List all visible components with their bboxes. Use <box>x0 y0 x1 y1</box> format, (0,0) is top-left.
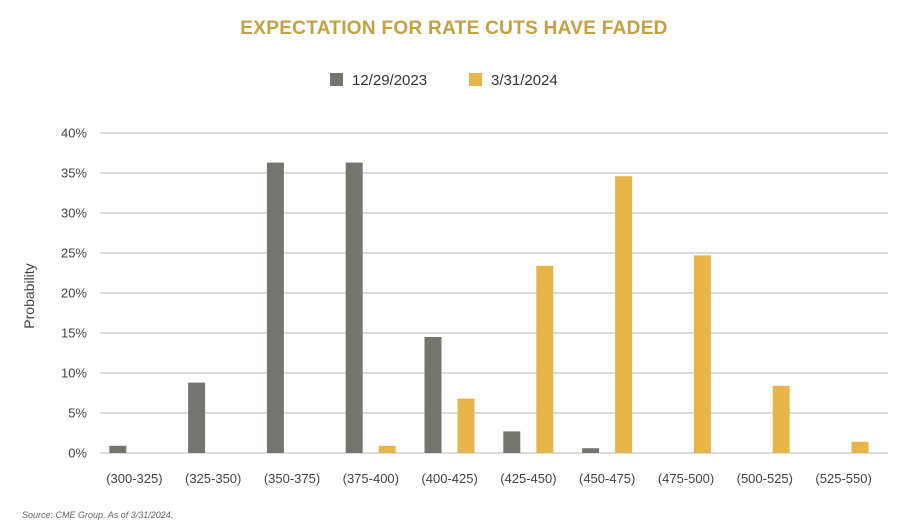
y-tick-label: 5% <box>68 406 87 421</box>
bar-2-9 <box>851 441 869 453</box>
bar-1-0 <box>109 445 127 453</box>
x-tick-label: (500-525) <box>737 471 793 486</box>
y-tick-label: 20% <box>61 286 87 301</box>
legend-swatch-1 <box>330 73 343 86</box>
x-tick-label: (450-475) <box>579 471 635 486</box>
bar-1-4 <box>424 337 442 453</box>
legend: 12/29/2023 3/31/2024 <box>330 72 558 89</box>
bar-1-6 <box>582 448 600 453</box>
source-note: Source: CME Group. As of 3/31/2024. <box>22 510 173 520</box>
bar-2-7 <box>693 255 711 453</box>
x-tick-label: (325-350) <box>185 471 241 486</box>
y-tick-label: 15% <box>61 326 87 341</box>
legend-label-2: 3/31/2024 <box>491 72 558 89</box>
y-ticks: 0% 5% 10% 15% 20% 25% 30% 35% 40% <box>61 126 87 461</box>
grid <box>100 132 888 454</box>
y-tick-label: 10% <box>61 366 87 381</box>
y-tick-label: 25% <box>61 246 87 261</box>
y-axis-label: Probability <box>21 263 37 328</box>
bar-1-2 <box>266 162 284 453</box>
y-tick-label: 35% <box>61 166 87 181</box>
legend-swatch-2 <box>469 73 482 86</box>
chart-title: EXPECTATION FOR RATE CUTS HAVE FADED <box>240 18 667 39</box>
bar-1-1 <box>188 382 206 453</box>
x-tick-label: (475-500) <box>658 471 714 486</box>
y-tick-label: 30% <box>61 206 87 221</box>
legend-label-1: 12/29/2023 <box>352 72 427 89</box>
y-tick-label: 0% <box>68 446 87 461</box>
bars <box>109 162 869 453</box>
bar-2-5 <box>536 265 554 453</box>
bar-1-5 <box>503 431 521 453</box>
x-tick-label: (400-425) <box>421 471 477 486</box>
x-tick-label: (300-325) <box>106 471 162 486</box>
bar-2-4 <box>457 398 475 453</box>
bar-1-3 <box>345 162 363 453</box>
x-tick-label: (375-400) <box>343 471 399 486</box>
x-tick-label: (525-550) <box>815 471 871 486</box>
x-tick-label: (425-450) <box>500 471 556 486</box>
y-tick-label: 40% <box>61 126 87 141</box>
x-ticks: (300-325) (325-350) (350-375) (375-400) (400… <box>106 471 872 486</box>
x-tick-label: (350-375) <box>264 471 320 486</box>
bar-2-6 <box>615 176 633 453</box>
bar-2-3 <box>378 445 396 453</box>
bar-2-8 <box>772 385 790 453</box>
